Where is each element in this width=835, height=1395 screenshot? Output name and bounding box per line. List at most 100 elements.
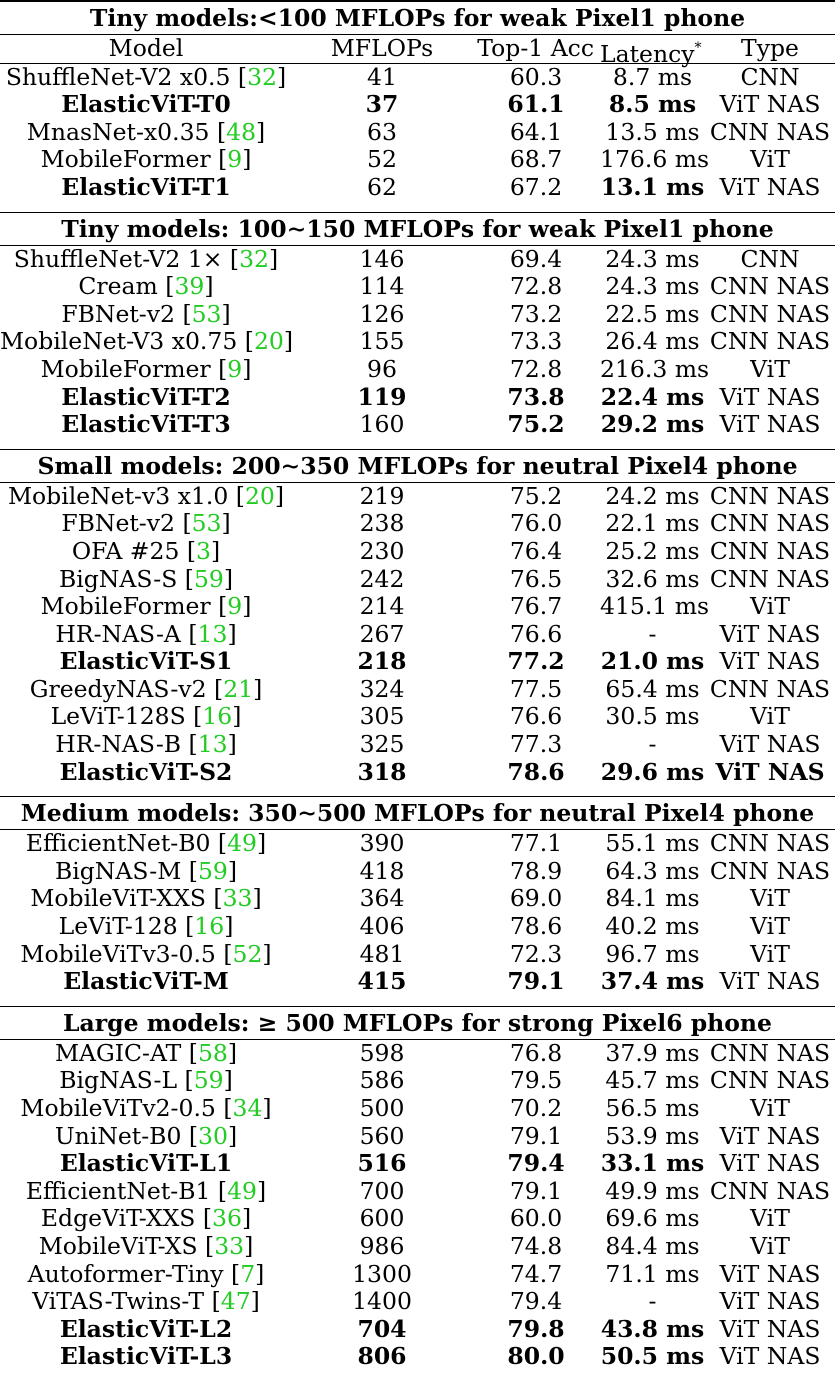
citation-link[interactable]: 49: [227, 1176, 257, 1205]
citation-link[interactable]: 13: [197, 619, 228, 648]
citation-link[interactable]: 9: [227, 145, 243, 174]
model-cell: FBNet-v2 [53]: [0, 510, 292, 538]
citation-link[interactable]: 49: [227, 829, 257, 858]
latency-cell: 96.7 ms: [605, 939, 700, 968]
acc-cell: 76.8: [509, 1038, 563, 1067]
citation-bracket: ]: [253, 674, 263, 703]
citation-link[interactable]: 20: [244, 481, 275, 510]
citation-link[interactable]: 32: [239, 244, 270, 273]
citation-link[interactable]: 39: [174, 272, 205, 301]
table-row: ElasticViT-T3 160 75.2 29.2 ms ViT NAS: [0, 410, 835, 439]
table-row: MobileFormer [9] 214 76.7 415.1 ms ViT: [0, 592, 835, 621]
type-cell: ViT NAS: [719, 619, 821, 648]
citation-link[interactable]: 36: [212, 1204, 242, 1233]
citation-link[interactable]: 3: [196, 536, 211, 565]
header-acc: Top-1 Acc: [472, 34, 600, 63]
model-name: MobileViT-XXS [: [30, 884, 223, 913]
citation-link[interactable]: 53: [191, 509, 222, 538]
latency-footnote-mark: *: [694, 40, 702, 56]
citation-link[interactable]: 16: [202, 702, 233, 731]
mflops-cell: 406: [359, 912, 405, 941]
citation-bracket: ]: [241, 1204, 252, 1233]
table-row: LeViT-128S [16] 305 76.6 30.5 ms ViT: [0, 703, 835, 731]
model-cell: OFA #25 [3]: [0, 536, 292, 566]
model-name: ElasticViT-T1: [61, 172, 231, 201]
citation-link[interactable]: 33: [222, 884, 253, 913]
latency-cell: 71.1 ms: [605, 1259, 700, 1288]
type-cell: CNN NAS: [709, 299, 831, 328]
latency-cell: 55.1 ms: [605, 829, 700, 858]
acc-cell: 79.1: [509, 1176, 563, 1205]
citation-link[interactable]: 13: [197, 730, 228, 759]
acc-cell: 60.0: [509, 1204, 563, 1233]
mflops-cell: 704: [357, 1314, 407, 1343]
latency-cell: 13.5 ms: [605, 117, 700, 146]
model-cell: ElasticViT-T1: [0, 172, 292, 202]
citation-link[interactable]: 9: [227, 592, 243, 621]
table-row: EfficientNet-B0 [49] 390 77.1 55.1 ms CNN NA…: [0, 829, 835, 858]
citation-link[interactable]: 59: [193, 1066, 224, 1095]
table-row: UniNet-B0 [30] 560 79.1 53.9 ms ViT NAS: [0, 1121, 835, 1151]
citation-link[interactable]: 32: [247, 62, 278, 91]
type-cell: CNN: [740, 62, 800, 91]
model-name: MobileFormer [: [40, 354, 228, 383]
citation-link[interactable]: 59: [193, 564, 224, 593]
type-cell: ViT NAS: [719, 172, 821, 201]
acc-cell: 70.2: [509, 1094, 563, 1122]
acc-cell: 79.5: [509, 1066, 563, 1095]
latency-cell: 37.9 ms: [605, 1038, 700, 1067]
citation-link[interactable]: 52: [232, 939, 263, 968]
latency-cell: -: [648, 1287, 657, 1316]
mflops-cell: 500: [359, 1094, 405, 1122]
acc-cell: 76.6: [509, 702, 563, 731]
citation-link[interactable]: 16: [194, 912, 225, 941]
citation-link[interactable]: 7: [240, 1259, 256, 1288]
citation-link[interactable]: 58: [197, 1038, 228, 1067]
type-cell: ViT NAS: [719, 382, 821, 411]
citation-link[interactable]: 21: [223, 674, 254, 703]
model-cell: ElasticViT-T2: [0, 383, 292, 412]
citation-bracket: ]: [262, 1094, 272, 1122]
model-cell: EfficientNet-B0 [49]: [0, 829, 292, 858]
model-name: ElasticViT-M: [63, 967, 229, 996]
acc-cell: 73.2: [509, 299, 563, 328]
citation-link[interactable]: 20: [253, 327, 284, 356]
model-name: BigNAS-M [: [54, 856, 198, 885]
table-row: BigNAS-L [59] 586 79.5 45.7 ms CNN NAS: [0, 1067, 835, 1095]
citation-bracket: ]: [274, 481, 285, 510]
mflops-cell: 267: [359, 619, 405, 648]
mflops-cell: 62: [367, 172, 397, 201]
mflops-cell: 119: [357, 382, 407, 411]
header-acc-label: Top-1 Acc: [477, 34, 594, 62]
acc-cell: 78.6: [509, 912, 563, 941]
citation-link[interactable]: 9: [227, 354, 243, 383]
citation-link[interactable]: 47: [220, 1287, 251, 1316]
model-cell: ElasticViT-L3: [0, 1343, 292, 1371]
type-cell: ViT: [750, 884, 790, 913]
model-name: MnasNet-x0.35 [: [26, 117, 227, 146]
citation-link[interactable]: 48: [226, 117, 257, 146]
type-cell: CNN NAS: [709, 327, 831, 356]
citation-link[interactable]: 30: [198, 1121, 228, 1150]
header-mflops-label: MFLOPs: [330, 34, 434, 62]
header-model-label: Model: [108, 34, 184, 62]
type-cell: ViT NAS: [719, 730, 821, 759]
citation-bracket: ]: [256, 1176, 267, 1205]
type-cell: ViT NAS: [719, 1121, 821, 1150]
acc-cell: 79.1: [509, 1121, 563, 1150]
citation-link[interactable]: 33: [214, 1231, 245, 1260]
citation-link[interactable]: 34: [232, 1094, 263, 1122]
model-cell: MobileNet-v3 x1.0 [20]: [0, 481, 292, 511]
model-name: ShuffleNet-V2 x0.5 [: [5, 62, 248, 91]
model-cell: EfficientNet-B1 [49]: [0, 1176, 292, 1206]
citation-link[interactable]: 59: [197, 856, 228, 885]
table-row: MobileViTv3-0.5 [52] 481 72.3 96.7 ms ViT: [0, 939, 835, 969]
citation-bracket: ]: [210, 536, 221, 565]
acc-cell: 79.8: [507, 1314, 565, 1343]
table-row: MobileViT-XXS [33] 364 69.0 84.1 ms ViT: [0, 885, 835, 913]
citation-link[interactable]: 53: [191, 299, 222, 328]
model-cell: MobileFormer [9]: [0, 146, 292, 174]
latency-cell: 37.4 ms: [600, 967, 705, 996]
section-title-rule: [0, 829, 835, 831]
